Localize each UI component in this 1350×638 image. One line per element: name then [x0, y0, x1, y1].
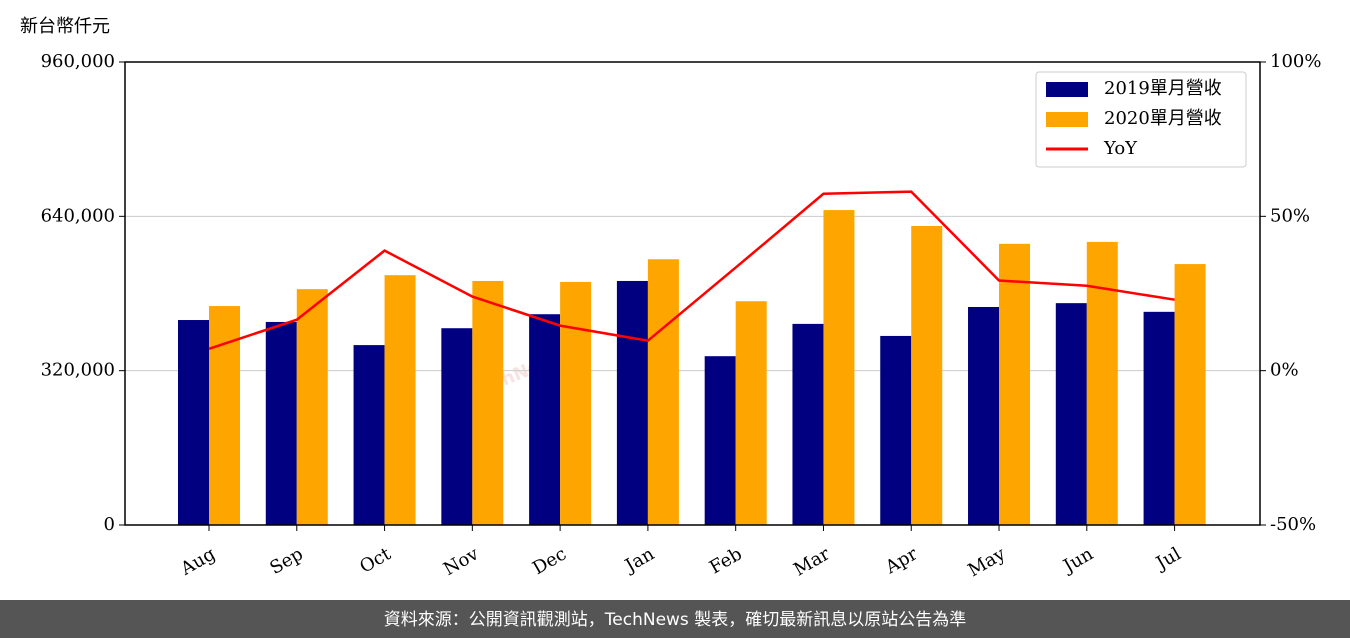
bar	[1174, 264, 1206, 525]
x-tick-label: Dec	[529, 543, 570, 579]
bar	[999, 243, 1031, 525]
bar	[265, 321, 297, 525]
x-tick-label: Aug	[176, 543, 219, 580]
x-tick-label: Mar	[790, 543, 834, 580]
x-tick-label: Jul	[1151, 543, 1185, 575]
legend-swatch	[1046, 112, 1088, 127]
x-tick-label: Oct	[356, 543, 395, 578]
bar	[735, 301, 767, 525]
x-tick-label: Nov	[440, 543, 483, 580]
bar	[616, 280, 648, 525]
y-tick-label: 320,000	[41, 360, 115, 381]
y-axis-label: 新台幣仟元	[20, 16, 110, 37]
bar	[441, 328, 473, 525]
y-tick-label: 640,000	[41, 205, 115, 226]
bar	[704, 356, 736, 525]
legend-swatch	[1046, 82, 1088, 97]
bar	[560, 281, 592, 525]
y2-tick-label: 50%	[1270, 205, 1310, 226]
bar	[472, 280, 504, 525]
bar	[529, 314, 561, 525]
x-tick-label: Sep	[266, 543, 306, 578]
bar	[647, 259, 679, 525]
y-tick-label: 960,000	[41, 51, 115, 72]
bar	[911, 225, 943, 525]
bar	[792, 323, 824, 525]
bar	[1086, 241, 1118, 526]
y2-tick-label: 100%	[1270, 51, 1321, 72]
bar	[823, 210, 855, 525]
bar	[353, 345, 385, 525]
bar	[968, 307, 1000, 525]
footer-text: 資料來源：公開資訊觀測站，TechNews 製表，確切最新訊息以原站公告為準	[384, 610, 966, 630]
footer-bar	[0, 600, 1350, 638]
legend-label: 2020單月營收	[1104, 108, 1222, 129]
bar	[880, 335, 912, 525]
legend-label: 2019單月營收	[1104, 78, 1222, 99]
y2-tick-label: 0%	[1270, 360, 1299, 381]
x-tick-label: May	[964, 543, 1009, 581]
bar	[1055, 303, 1087, 525]
bar	[384, 275, 416, 525]
x-tick-label: Jan	[620, 543, 658, 577]
legend-box	[1035, 71, 1247, 168]
plot-frame	[124, 61, 1261, 526]
line	[208, 190, 1175, 350]
x-tick-label: Apr	[881, 543, 921, 578]
y2-tick-label: -50%	[1270, 514, 1316, 535]
legend-label: YoY	[1103, 138, 1138, 159]
x-tick-label: Jun	[1058, 543, 1097, 578]
x-tick-label: Feb	[706, 543, 746, 578]
bar	[296, 289, 328, 525]
bar	[178, 320, 209, 525]
y-tick-label: 0	[104, 514, 115, 535]
bar	[1143, 311, 1175, 525]
